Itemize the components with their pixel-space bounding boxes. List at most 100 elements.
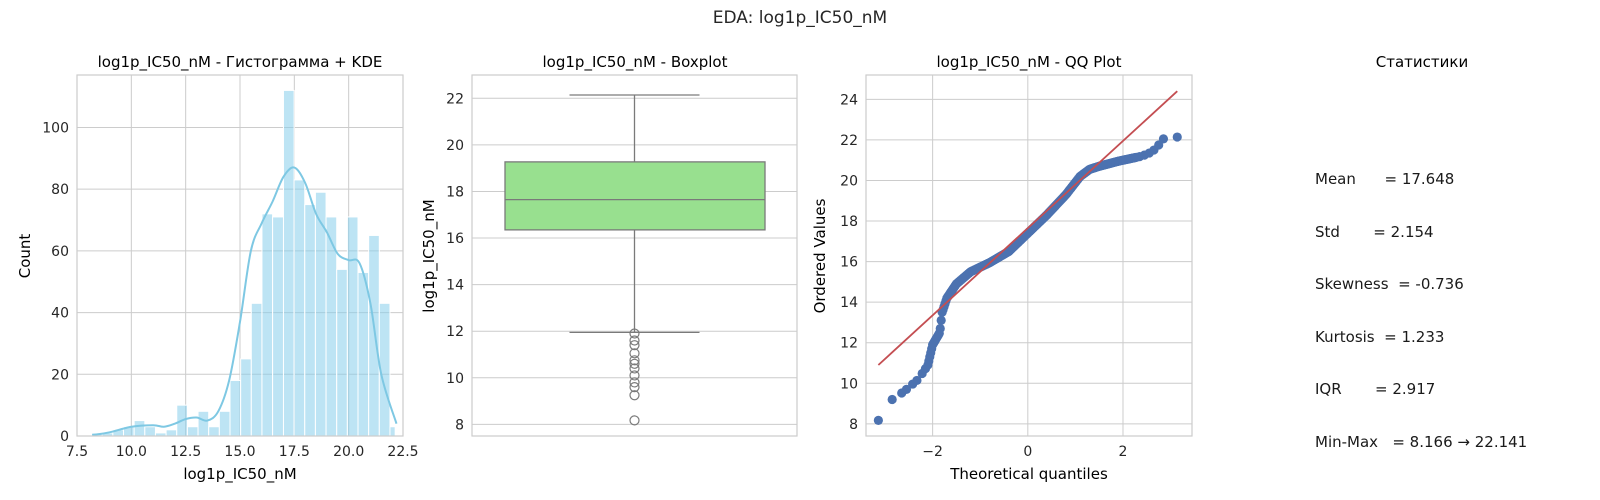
boxplot-box	[504, 161, 766, 231]
qq-xtick-label: 2	[1119, 444, 1128, 460]
qq-point	[912, 375, 922, 386]
boxplot-ytick-label: 18	[446, 184, 464, 200]
qq-point	[873, 415, 883, 425]
histogram-bar	[229, 379, 242, 437]
stats-line-kurtosis: Kurtosis = 1.233	[1315, 327, 1445, 346]
histogram-bar	[357, 271, 370, 437]
boxplot-frame	[471, 74, 798, 437]
histogram-ytick-label: 80	[51, 182, 69, 198]
histogram-bar	[250, 302, 263, 437]
stats-line-std: Std = 2.154	[1315, 222, 1434, 241]
histogram-ylabel: Count	[16, 234, 34, 279]
histogram-bar	[165, 429, 178, 437]
boxplot-outlier	[629, 377, 640, 388]
histogram-bar	[272, 216, 284, 437]
qq-grid	[866, 75, 1192, 436]
stats-line-minmax: Min-Max = 8.166 → 22.141	[1315, 432, 1528, 451]
histogram-ytick-label: 0	[60, 429, 69, 445]
histogram-bar	[346, 216, 359, 437]
qq-ticks: −2 0 2 8 10 12 14 16 18 20 22 24	[840, 92, 1127, 460]
histogram-bar	[293, 179, 306, 437]
histogram-xtick-label: 17.5	[279, 444, 310, 460]
qq-ytick-label: 20	[840, 173, 858, 189]
boxplot-ytick-label: 8	[455, 417, 464, 433]
qq-ylabel: Ordered Values	[811, 198, 829, 313]
histogram-frame	[76, 74, 404, 437]
histogram-bar	[208, 426, 220, 437]
qq-point	[935, 323, 945, 334]
histogram-xtick-label: 7.5	[66, 444, 88, 460]
qq-point	[901, 384, 912, 394]
histogram-bar	[304, 204, 316, 437]
boxplot-outlier	[629, 381, 640, 393]
boxplot-outlier	[629, 328, 640, 339]
boxplot-outlier	[629, 348, 640, 359]
histogram-bar	[218, 410, 231, 437]
histogram-bar	[261, 213, 274, 437]
boxplot-outlier	[629, 335, 640, 346]
stats-title: Статистики	[1376, 53, 1468, 71]
histogram-xtick-label: 10.0	[116, 444, 147, 460]
qq-xlabel: Theoretical quantiles	[949, 465, 1108, 483]
qq-ytick-label: 24	[840, 92, 858, 108]
histogram-bar	[144, 426, 156, 437]
qq-panel: log1p_IC50_nM - QQ Plot −2 0 2 8 10 12 14 16 18 2…	[811, 53, 1193, 483]
qq-fit-line	[877, 90, 1178, 366]
histogram-bar	[197, 410, 210, 437]
qq-ytick-label: 8	[849, 417, 858, 433]
histogram-bars	[91, 89, 396, 437]
boxplot-outlier	[629, 415, 640, 426]
stats-line-iqr: IQR = 2.917	[1315, 380, 1436, 398]
figure-suptitle: EDA: log1p_IC50_nM	[713, 8, 887, 28]
histogram-xtick-label: 20.0	[333, 444, 364, 460]
stats-text-block: Mean = 17.648 Std = 2.154 Skewness = -0.…	[1315, 136, 1527, 469]
boxplot-ticks: 8 10 12 14 16 18 20 22	[446, 91, 464, 433]
histogram-ytick-label: 60	[51, 244, 69, 260]
histogram-xlabel: log1p_IC50_nM	[183, 465, 296, 484]
qq-point	[1158, 134, 1169, 144]
kde-curve	[92, 166, 398, 437]
histogram-bar	[186, 426, 199, 437]
qq-xtick-label: 0	[1023, 444, 1032, 460]
histogram-ytick-label: 20	[51, 367, 69, 383]
histogram-title: log1p_IC50_nM - Гистограмма + KDE	[98, 53, 383, 72]
boxplot-outlier	[629, 390, 640, 401]
qq-frame	[865, 74, 1193, 437]
boxplot-outlier	[629, 355, 640, 366]
boxplot-outlier	[629, 370, 640, 381]
boxplot-ylabel: log1p_IC50_nM	[420, 199, 439, 312]
histogram-ytick-label: 40	[51, 306, 69, 322]
histogram-bar	[282, 89, 295, 437]
qq-ytick-label: 10	[840, 376, 858, 392]
qq-xtick-label: −2	[922, 444, 943, 460]
qq-title: log1p_IC50_nM - QQ Plot	[937, 53, 1122, 72]
boxplot-ytick-label: 14	[446, 278, 464, 294]
boxplot-marks	[504, 94, 766, 426]
boxplot-outlier	[629, 363, 640, 374]
boxplot-panel: log1p_IC50_nM - Boxplot 810121416182022 …	[420, 53, 798, 437]
histogram-xtick-label: 12.5	[170, 444, 201, 460]
qq-ytick-label: 22	[840, 133, 858, 149]
histogram-bar	[368, 234, 380, 437]
qq-ytick-label: 16	[840, 255, 858, 271]
histogram-ticks: 7.5 10.0 12.5 15.0 17.5 20.0 22.5 0 20 40 60 80 100	[42, 120, 418, 460]
qq-point	[936, 315, 946, 325]
histogram-bar	[389, 426, 396, 437]
boxplot-outlier	[629, 358, 640, 369]
histogram-kde	[92, 166, 398, 437]
qq-line	[877, 90, 1178, 366]
qq-point	[1172, 132, 1182, 142]
histogram-bar	[240, 358, 252, 437]
histogram-xtick-label: 15.0	[224, 444, 255, 460]
boxplot-ytick-label: 22	[446, 91, 464, 107]
boxplot-ytick-label: 16	[446, 231, 464, 247]
qq-point	[887, 394, 897, 405]
stats-line-skewness: Skewness = -0.736	[1315, 275, 1464, 293]
histogram-panel: log1p_IC50_nM - Гистограмма + KDE 7.5 10.…	[16, 53, 419, 484]
boxplot-title: log1p_IC50_nM - Boxplot	[543, 53, 728, 72]
boxplot-outlier	[629, 340, 640, 351]
boxplot-ytick-label: 20	[446, 138, 464, 154]
histogram-bar	[336, 268, 348, 437]
qq-ytick-label: 18	[840, 214, 858, 230]
